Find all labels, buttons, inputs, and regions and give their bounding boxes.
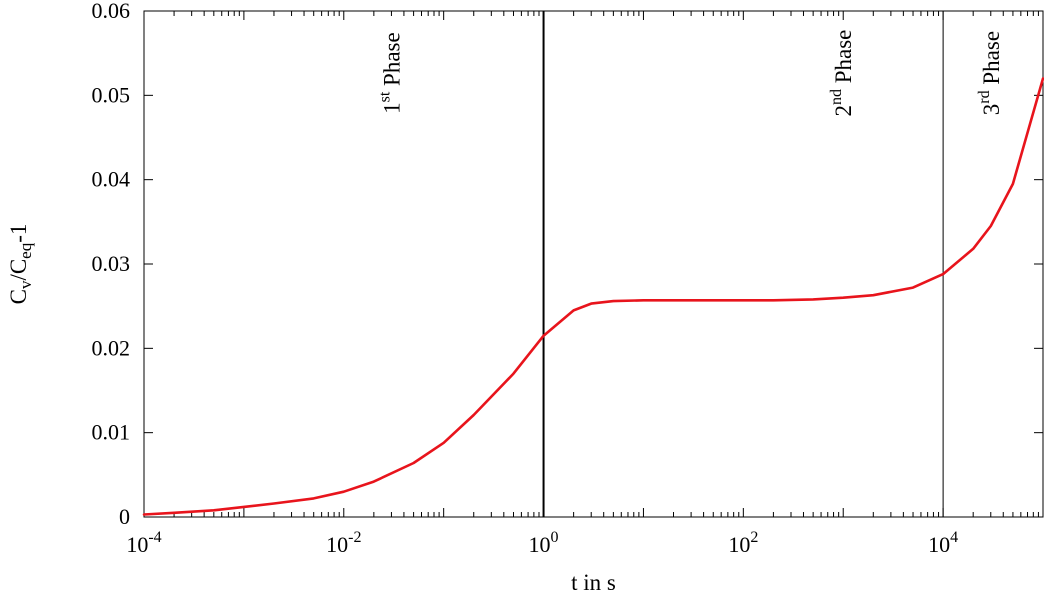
x-tick-base: 10 <box>529 532 551 557</box>
y-tick-label: 0.03 <box>92 251 131 276</box>
phase-divider-lines <box>542 11 944 517</box>
x-tick-label: 10-4 <box>126 529 161 557</box>
phase-word: Phase <box>379 32 404 91</box>
x-axis-title: t in s <box>571 570 616 595</box>
x-tick-exponent: -2 <box>348 529 361 546</box>
y-tick-label: 0 <box>119 504 130 529</box>
phase-ordinal-suffix: st <box>376 91 393 102</box>
y-title-mid: /C <box>6 259 31 281</box>
x-tick-base: 10 <box>928 532 950 557</box>
x-tick-label: 102 <box>728 529 758 557</box>
x-axis: 10-4 10-2 100 102 104 <box>126 11 1039 557</box>
x-tick-base: 10 <box>326 532 348 557</box>
y-axis: 0 0.01 0.02 0.03 0.04 0.05 0.06 <box>92 0 1043 529</box>
x-tick-label: 10-2 <box>326 529 361 557</box>
x-tick-label: 104 <box>928 529 958 557</box>
phase-label-3: 3rd Phase <box>976 31 1004 115</box>
phase-label-1: 1st Phase <box>376 32 404 114</box>
phase-word: Phase <box>831 30 856 89</box>
y-tick-label: 0.05 <box>92 82 131 107</box>
x-tick-base: 10 <box>126 532 148 557</box>
y-title-tail: -1 <box>6 224 31 243</box>
x-tick-base: 10 <box>728 532 750 557</box>
y-tick-label: 0.06 <box>92 0 131 23</box>
y-title-sub-v: v <box>16 280 35 289</box>
x-tick-exponent: 0 <box>551 529 559 546</box>
y-title-sub-eq: eq <box>16 242 35 259</box>
y-title-base: C <box>6 289 31 304</box>
y-tick-label: 0.02 <box>92 335 131 360</box>
x-tick-exponent: 4 <box>950 529 958 546</box>
y-tick-label: 0.04 <box>92 167 131 192</box>
series-line-1 <box>142 77 1044 516</box>
y-axis-title: Cv/Ceq-1 <box>6 224 35 305</box>
phase-number: 3 <box>979 104 1004 116</box>
x-tick-exponent: 2 <box>750 529 758 546</box>
phase-ordinal-suffix: nd <box>828 89 845 105</box>
phase-number: 1 <box>379 102 404 114</box>
phase-ordinal-suffix: rd <box>976 90 993 103</box>
plot-frame <box>143 10 1044 518</box>
series-layer <box>142 77 1044 516</box>
x-tick-exponent: -4 <box>148 529 161 546</box>
phase-number: 2 <box>831 105 856 117</box>
x-tick-label: 100 <box>529 529 559 557</box>
phase-label-2: 2nd Phase <box>828 30 856 117</box>
y-tick-label: 0.01 <box>92 420 131 445</box>
phase-word: Phase <box>979 31 1004 90</box>
